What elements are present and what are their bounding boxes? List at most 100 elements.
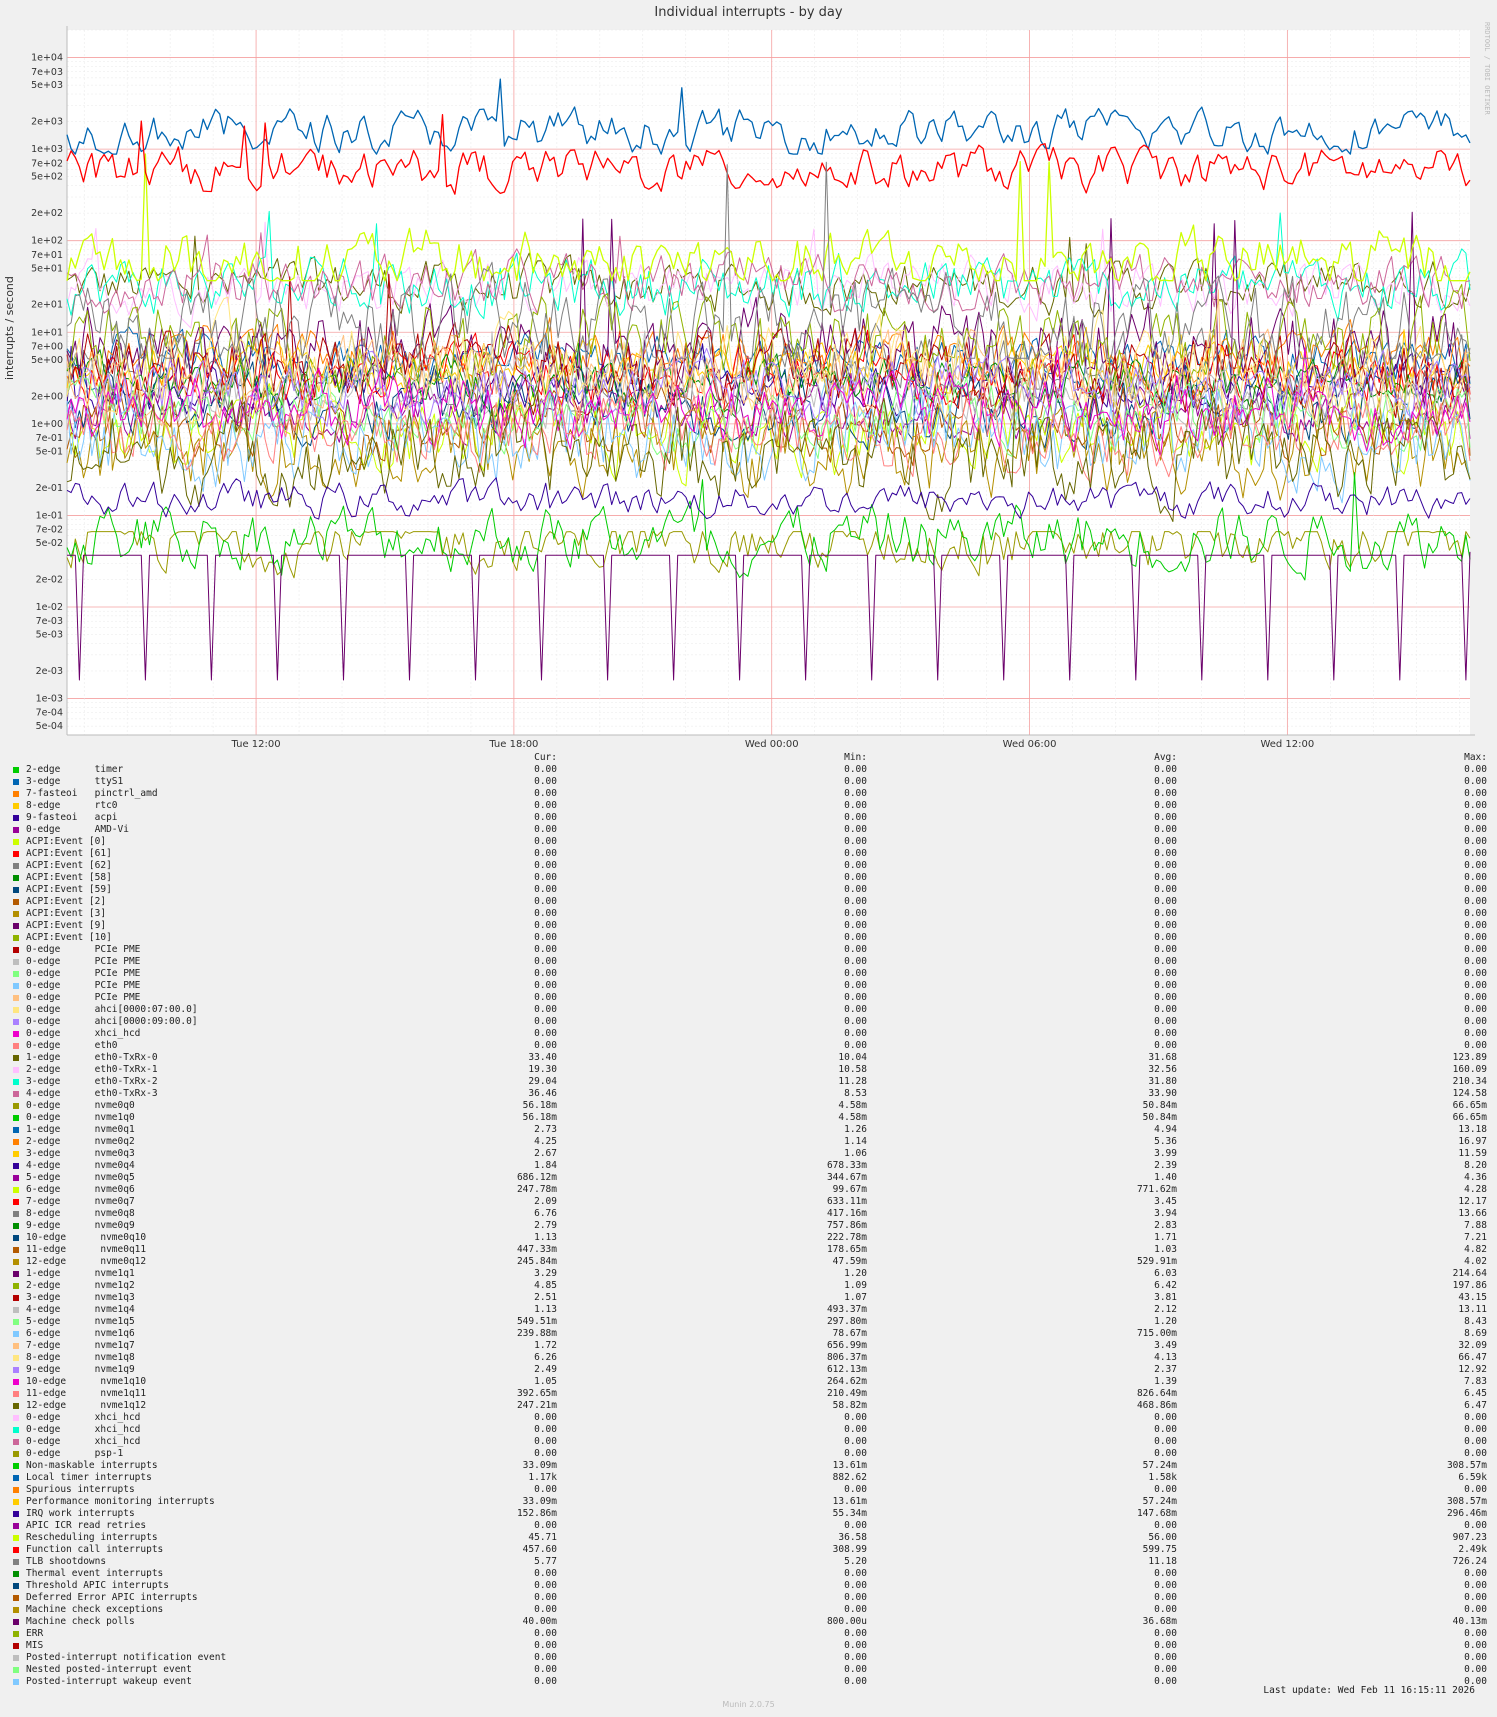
legend-series-name: 8-edge nvme0q8 [26, 1208, 135, 1219]
legend-swatch [13, 1091, 19, 1097]
legend-swatch [13, 779, 19, 785]
y-tick-label: 2e-02 [36, 574, 63, 585]
legend-value-cur: 0.00 [534, 836, 557, 847]
legend-value-max: 0.00 [1464, 860, 1487, 871]
legend-row: Thermal event interrupts 0.00 0.00 0.00 0.00 [13, 1568, 1487, 1580]
legend-swatch [13, 1571, 19, 1577]
legend-value-min: 0.00 [844, 776, 867, 787]
legend-value-max: 0.00 [1464, 1676, 1487, 1687]
legend-value-min: 0.00 [844, 872, 867, 883]
y-tick-label: 1e+04 [31, 53, 63, 64]
legend-value-avg: 529.91m [1136, 1256, 1177, 1267]
legend-value-min: 99.67m [832, 1184, 867, 1195]
legend-value-avg: 0.00 [1154, 788, 1177, 799]
legend-value-avg: 0.00 [1154, 1652, 1177, 1663]
legend-row: 2-edge nvme0q2 4.25 1.14 5.36 16.97 [13, 1136, 1487, 1148]
legend-swatch [13, 1487, 19, 1493]
legend-row: 9-edge nvme0q9 2.79 757.86m 2.83 7.88 [13, 1220, 1487, 1232]
legend-swatch [13, 863, 19, 869]
legend-value-max: 160.09 [1452, 1064, 1487, 1075]
legend-series-name: Thermal event interrupts [26, 1568, 164, 1579]
y-tick-label: 5e+02 [31, 172, 63, 183]
legend-value-cur: 1.13 [534, 1304, 557, 1315]
series-line-32 [66, 326, 1471, 397]
legend-swatch [13, 1547, 19, 1553]
legend-swatch [13, 1211, 19, 1217]
legend-value-max: 8.43 [1464, 1316, 1487, 1327]
legend-value-avg: 0.00 [1154, 1640, 1177, 1651]
legend-value-min: 0.00 [844, 812, 867, 823]
legend-value-max: 0.00 [1464, 1016, 1487, 1027]
legend-value-avg: 3.81 [1154, 1292, 1177, 1303]
legend-value-max: 0.00 [1464, 1580, 1487, 1591]
legend-value-max: 4.02 [1464, 1256, 1487, 1267]
legend-swatch [13, 1247, 19, 1253]
legend-value-avg: 0.00 [1154, 848, 1177, 859]
legend-series-name: 0-edge psp-1 [26, 1448, 124, 1459]
legend-series-name: ERR [26, 1628, 44, 1639]
legend-value-max: 13.66 [1458, 1208, 1487, 1219]
legend-value-cur: 0.00 [534, 1484, 557, 1495]
y-tick-label: 1e-02 [36, 602, 63, 613]
legend-value-min: 0.00 [844, 956, 867, 967]
legend-series-name: 10-edge nvme0q10 [26, 1232, 147, 1243]
legend-value-max: 214.64 [1452, 1268, 1487, 1279]
legend-value-max: 0.00 [1464, 1040, 1487, 1051]
legend-value-avg: 0.00 [1154, 776, 1177, 787]
legend-value-min: 800.00u [826, 1616, 867, 1627]
legend-value-max: 0.00 [1464, 1520, 1487, 1531]
legend-value-max: 12.17 [1458, 1196, 1487, 1207]
legend-value-max: 11.59 [1458, 1148, 1487, 1159]
legend-value-min: 8.53 [844, 1088, 867, 1099]
legend-series-name: 2-edge eth0-TxRx-1 [26, 1064, 158, 1075]
legend-swatch [13, 1367, 19, 1373]
legend-swatch [13, 1355, 19, 1361]
legend-value-min: 0.00 [844, 992, 867, 1003]
legend-value-avg: 36.68m [1142, 1616, 1177, 1627]
legend-row: Nested posted-interrupt event 0.00 0.00 0.0… [13, 1664, 1487, 1676]
legend-value-max: 296.46m [1446, 1508, 1487, 1519]
legend-row: Machine check polls 40.00m 800.00u 36.68m 40… [13, 1616, 1487, 1628]
legend-value-min: 0.00 [844, 1004, 867, 1015]
legend-value-avg: 0.00 [1154, 1016, 1177, 1027]
legend-swatch [13, 1283, 19, 1289]
legend-value-min: 417.16m [826, 1208, 867, 1219]
legend-value-cur: 0.00 [534, 980, 557, 991]
legend-value-cur: 6.76 [534, 1208, 557, 1219]
legend-header: Cur: Min: Avg: Max: [13, 752, 1487, 764]
legend-row: ACPI:Event [0] 0.00 0.00 0.00 0.00 [13, 836, 1487, 848]
legend-row: TLB shootdowns 5.77 5.20 11.18 726.24 [13, 1556, 1487, 1568]
legend-value-min: 0.00 [844, 788, 867, 799]
legend-value-cur: 0.00 [534, 1604, 557, 1615]
series-line-37 [66, 320, 1471, 423]
legend-value-min: 0.00 [844, 800, 867, 811]
legend-value-min: 612.13m [826, 1364, 867, 1375]
legend-value-max: 0.00 [1464, 872, 1487, 883]
legend-swatch [13, 1055, 19, 1061]
y-tick-label: 7e+00 [31, 341, 63, 352]
legend-series-name: ACPI:Event [9] [26, 920, 107, 931]
legend-series-name: 0-edge xhci_hcd [26, 1028, 141, 1039]
legend-value-avg: 2.83 [1154, 1220, 1177, 1231]
y-tick-label: 7e-03 [36, 616, 63, 627]
legend-value-min: 4.58m [838, 1100, 867, 1111]
plot-background [67, 30, 1470, 735]
legend-series-name: 0-edge nvme0q0 [26, 1100, 135, 1111]
legend-value-cur: 0.00 [534, 848, 557, 859]
legend-series-name: Threshold APIC interrupts [26, 1580, 169, 1591]
legend-row: ACPI:Event [2] 0.00 0.00 0.00 0.00 [13, 896, 1487, 908]
legend-swatch [13, 887, 19, 893]
legend-value-avg: 2.37 [1154, 1364, 1177, 1375]
legend-value-cur: 0.00 [534, 824, 557, 835]
legend-value-min: 0.00 [844, 932, 867, 943]
legend-value-min: 222.78m [826, 1232, 867, 1243]
legend-value-cur: 0.00 [534, 1676, 557, 1687]
series-line-50 [66, 347, 1471, 432]
legend-row: 0-edge xhci_hcd 0.00 0.00 0.00 0.00 [13, 1424, 1487, 1436]
legend-row: ACPI:Event [3] 0.00 0.00 0.00 0.00 [13, 908, 1487, 920]
legend-series-name: 1-edge nvme1q1 [26, 1268, 135, 1279]
legend-value-min: 633.11m [826, 1196, 867, 1207]
legend-value-min: 0.00 [844, 884, 867, 895]
legend-value-max: 726.24 [1452, 1556, 1487, 1567]
legend-series-name: 1-edge nvme0q1 [26, 1124, 135, 1135]
